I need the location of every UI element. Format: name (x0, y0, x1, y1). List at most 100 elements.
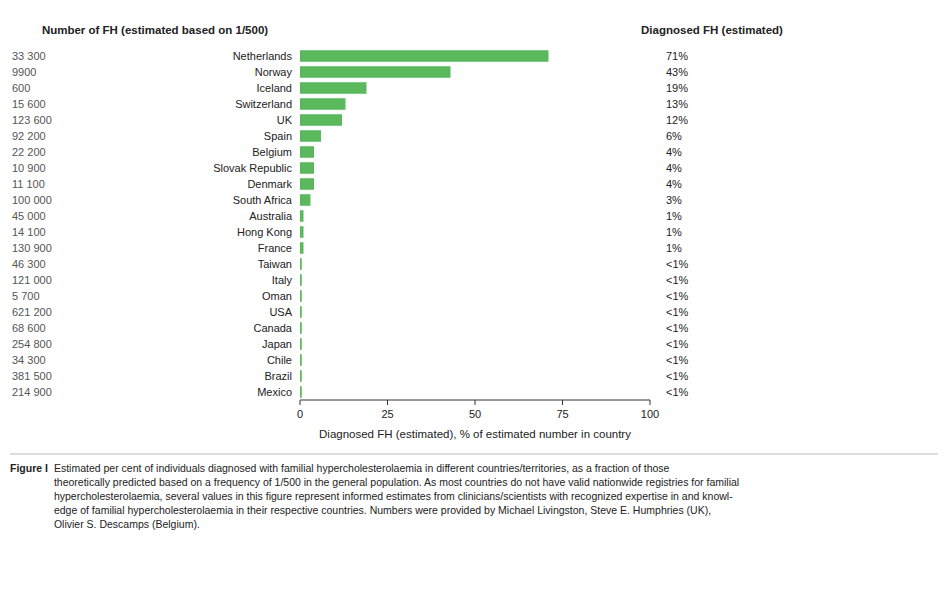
fh-number: 254 800 (12, 338, 52, 350)
category-label: Japan (262, 338, 292, 350)
data-label: 6% (666, 130, 682, 142)
category-label: Switzerland (235, 98, 292, 110)
fh-number: 14 100 (12, 226, 46, 238)
fh-number: 9900 (12, 66, 36, 78)
caption-line: Olivier S. Descamps (Belgium). (54, 518, 200, 530)
caption-line: Estimated per cent of individuals diagno… (54, 462, 670, 474)
data-label: <1% (666, 322, 689, 334)
data-label: <1% (666, 338, 689, 350)
category-label: Chile (267, 354, 292, 366)
background (0, 0, 948, 591)
bar (300, 194, 311, 206)
x-tick (300, 400, 301, 405)
x-tick-label: 0 (297, 408, 303, 420)
bar (300, 50, 549, 62)
bar (300, 338, 302, 350)
data-label: <1% (666, 354, 689, 366)
data-label: <1% (666, 386, 689, 398)
fh-number: 121 000 (12, 274, 52, 286)
category-label: Iceland (257, 82, 292, 94)
fh-number: 11 100 (12, 178, 45, 190)
data-label: <1% (666, 274, 689, 286)
bar (300, 226, 304, 238)
data-label: 1% (666, 210, 682, 222)
category-label: Slovak Republic (213, 162, 292, 174)
bar (300, 130, 321, 142)
x-tick (562, 400, 563, 405)
category-label: Netherlands (233, 50, 293, 62)
category-label: France (258, 242, 292, 254)
bar (300, 354, 302, 366)
category-label: UK (277, 114, 293, 126)
x-tick-label: 50 (469, 408, 481, 420)
category-label: Taiwan (258, 258, 292, 270)
data-label: <1% (666, 306, 689, 318)
fh-number: 34 300 (12, 354, 46, 366)
header-left: Number of FH (estimated based on 1/500) (42, 24, 268, 36)
category-label: Belgium (252, 146, 292, 158)
bar (300, 162, 314, 174)
fh-number: 621 200 (12, 306, 52, 318)
fh-number: 68 600 (12, 322, 46, 334)
bar (300, 242, 304, 254)
category-label: Norway (255, 66, 293, 78)
data-label: 43% (666, 66, 688, 78)
bar (300, 114, 342, 126)
header-right: Diagnosed FH (estimated) (641, 24, 783, 36)
fh-number: 92 200 (12, 130, 46, 142)
bar (300, 98, 346, 110)
data-label: 12% (666, 114, 688, 126)
caption-line: theoretically predicted based on a frequ… (54, 476, 739, 488)
category-label: USA (269, 306, 292, 318)
category-label: Australia (249, 210, 293, 222)
x-tick (387, 400, 388, 405)
bar (300, 306, 302, 318)
fh-number: 15 600 (12, 98, 46, 110)
category-label: South Africa (233, 194, 293, 206)
fh-number: 10 900 (12, 162, 46, 174)
bar (300, 66, 451, 78)
data-label: 4% (666, 162, 682, 174)
separator (10, 454, 938, 455)
data-label: <1% (666, 290, 689, 302)
fh-number: 22 200 (12, 146, 46, 158)
data-label: 4% (666, 146, 682, 158)
bar (300, 82, 367, 94)
caption-line: hypercholesterolaemia, several values in… (54, 490, 733, 502)
bar (300, 386, 302, 398)
bar (300, 178, 314, 190)
fh-number: 130 900 (12, 242, 52, 254)
data-label: <1% (666, 370, 689, 382)
fh-number: 33 300 (12, 50, 46, 62)
data-label: 3% (666, 194, 682, 206)
fh-number: 600 (12, 82, 30, 94)
data-label: 19% (666, 82, 688, 94)
category-label: Italy (272, 274, 293, 286)
data-label: 1% (666, 242, 682, 254)
category-label: Brazil (264, 370, 292, 382)
data-label: 4% (666, 178, 682, 190)
bar (300, 370, 302, 382)
category-label: Denmark (247, 178, 292, 190)
chart: Number of FH (estimated based on 1/500) D… (0, 0, 948, 591)
bar (300, 274, 302, 286)
bar (300, 210, 304, 222)
x-tick (475, 400, 476, 405)
fh-number: 123 600 (12, 114, 52, 126)
data-label: 71% (666, 50, 688, 62)
x-tick-label: 25 (381, 408, 393, 420)
category-label: Oman (262, 290, 292, 302)
caption-line: edge of familial hypercholesterolaemia i… (54, 504, 711, 516)
bar (300, 322, 302, 334)
caption-title: Figure I (10, 462, 48, 474)
category-label: Canada (253, 322, 292, 334)
x-tick (650, 400, 651, 405)
fh-number: 5 700 (12, 290, 40, 302)
bar (300, 290, 302, 302)
data-label: 13% (666, 98, 688, 110)
x-tick-label: 100 (641, 408, 659, 420)
bars (300, 50, 549, 398)
bar (300, 258, 302, 270)
fh-number: 46 300 (12, 258, 46, 270)
category-label: Mexico (257, 386, 292, 398)
